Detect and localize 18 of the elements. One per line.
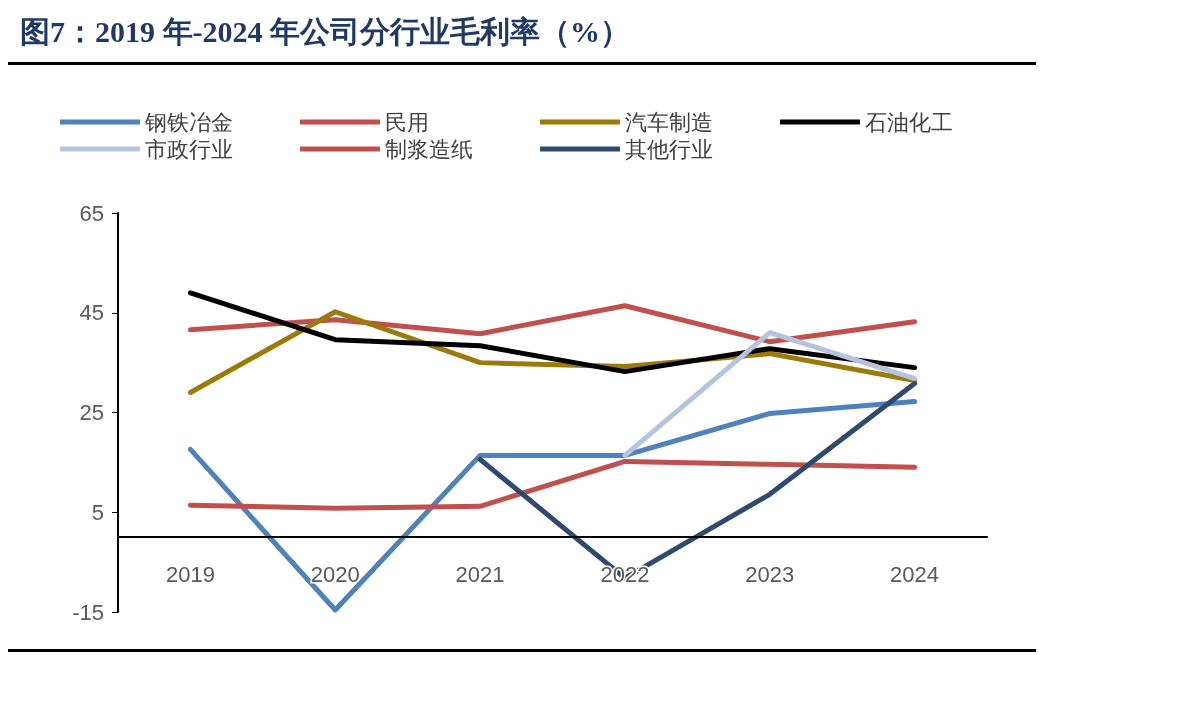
y-tick-label: 25 (79, 400, 104, 425)
legend-label: 民用 (385, 109, 429, 135)
legend-label: 市政行业 (145, 136, 233, 162)
chart-title: 图7：2019 年-2024 年公司分行业毛利率（%） (20, 14, 630, 50)
legend-label: 钢铁冶金 (144, 109, 233, 135)
x-tick-label: 2019 (165, 561, 215, 587)
legend-label: 制浆造纸 (385, 136, 473, 162)
legend-label: 其他行业 (625, 136, 713, 162)
y-tick-label: 65 (79, 200, 104, 226)
x-tick-label: 2023 (745, 561, 795, 587)
y-tick-label: -15 (72, 599, 104, 625)
y-tick-label: 5 (91, 499, 104, 525)
y-tick-label: 45 (79, 300, 104, 326)
x-tick-label: 2021 (455, 561, 505, 587)
legend-label: 汽车制造 (625, 109, 713, 135)
x-tick-label: 2024 (890, 561, 940, 587)
x-tick-label: 2020 (310, 561, 360, 587)
legend-label: 石油化工 (865, 109, 953, 135)
